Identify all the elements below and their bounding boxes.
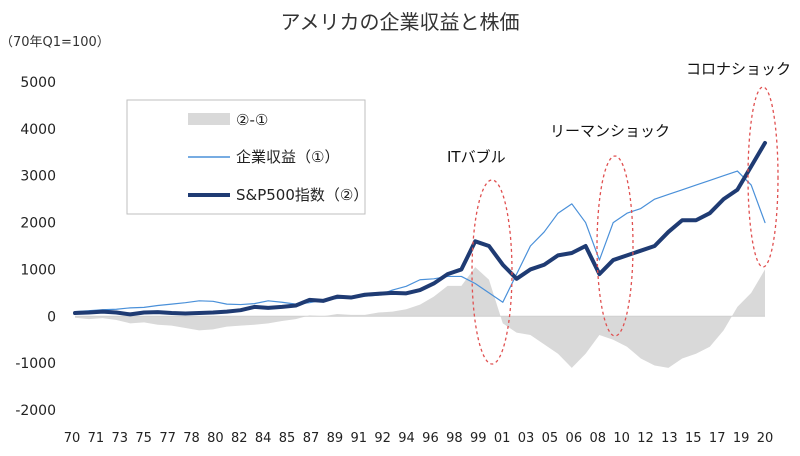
x-tick-label: 20 <box>757 431 774 446</box>
x-tick-label: 89 <box>327 431 344 446</box>
series-diff-area <box>75 267 765 368</box>
x-tick-label: 71 <box>88 431 105 446</box>
y-axis-unit: （70年Q1=100） <box>0 35 110 50</box>
x-tick-label: 82 <box>231 431 248 446</box>
series-sp500-line <box>73 140 767 317</box>
annotation-lehman-shock: リーマンショック <box>550 122 670 140</box>
y-tick-label: 2000 <box>20 216 56 232</box>
it-bubble-ellipse <box>471 179 513 365</box>
x-tick-label: 99 <box>470 431 487 446</box>
x-tick-label: 80 <box>207 431 224 446</box>
series-earnings-line <box>74 170 766 313</box>
x-tick-label: 06 <box>566 431 583 446</box>
y-tick-label: 5000 <box>20 75 56 91</box>
x-tick-label: 73 <box>112 431 129 446</box>
x-tick-label: 70 <box>64 431 81 446</box>
x-tick-label: 15 <box>685 431 702 446</box>
y-tick-label: 1000 <box>20 262 56 278</box>
chart-title: アメリカの企業収益と株価 <box>281 10 520 34</box>
y-tick-label: -2000 <box>15 403 56 419</box>
x-tick-label: 08 <box>589 431 606 446</box>
x-tick-label: 78 <box>183 431 200 446</box>
x-tick-label: 10 <box>613 431 630 446</box>
legend: ②-① 企業収益（①） S&P500指数（②） <box>126 99 368 215</box>
x-tick-label: 05 <box>542 431 559 446</box>
y-tick-label: -1000 <box>15 356 56 372</box>
lehman-shock-ellipse <box>596 155 634 337</box>
x-tick-label: 75 <box>135 431 152 446</box>
x-tick-label: 03 <box>518 431 535 446</box>
y-tick-label: 4000 <box>20 122 56 138</box>
series-layer <box>73 140 767 368</box>
x-tick-label: 96 <box>422 431 439 446</box>
y-tick-label: 3000 <box>20 169 56 185</box>
x-tick-label: 85 <box>279 431 296 446</box>
annotation-it-bubble: ITバブル <box>447 148 506 166</box>
x-tick-label: 84 <box>255 431 272 446</box>
legend-label-sp500: S&P500指数（②） <box>236 186 368 204</box>
legend-box <box>126 99 366 215</box>
annotation-corona-shock: コロナショック <box>686 60 791 78</box>
x-axis: 70 71 73 75 77 78 80 82 84 85 87 89 91 92 94 96 98 99 01 03… <box>64 431 774 446</box>
x-tick-label: 12 <box>637 431 654 446</box>
y-tick-label: 0 <box>47 309 56 325</box>
legend-swatch-diff <box>188 113 230 125</box>
y-axis: 5000 4000 3000 2000 1000 0 -1000 -2000 <box>15 75 56 419</box>
x-tick-label: 98 <box>446 431 463 446</box>
x-tick-label: 17 <box>709 431 726 446</box>
corona-shock-ellipse <box>747 86 779 268</box>
legend-label-earnings: 企業収益（①） <box>236 148 339 166</box>
x-tick-label: 91 <box>350 431 367 446</box>
x-tick-label: 87 <box>303 431 320 446</box>
x-tick-label: 01 <box>494 431 511 446</box>
x-tick-label: 94 <box>398 431 415 446</box>
x-tick-label: 19 <box>733 431 750 446</box>
x-tick-label: 92 <box>374 431 391 446</box>
x-tick-label: 13 <box>661 431 678 446</box>
legend-label-diff: ②-① <box>236 111 268 129</box>
x-tick-label: 77 <box>159 431 176 446</box>
